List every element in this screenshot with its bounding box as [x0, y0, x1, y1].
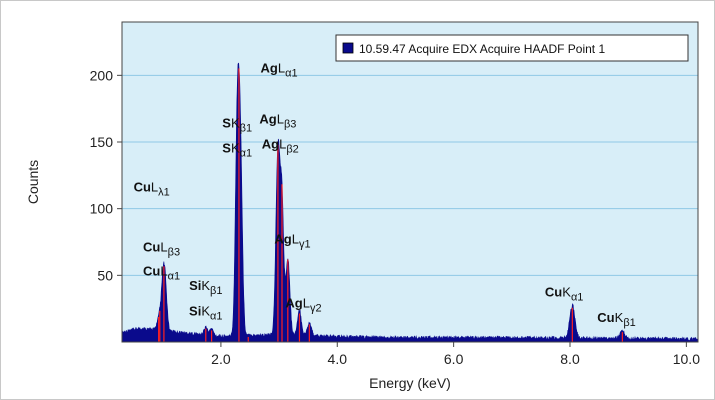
- x-axis-title: Energy (keV): [369, 375, 451, 391]
- y-axis: 50 100 150 200: [90, 67, 122, 283]
- annotation-ag-l-beta2: AgLβ2: [262, 137, 299, 156]
- peak-annotations: CuLλ1 CuLβ3 CuLα1 SiKβ1 SiKα1 SKβ1 SKα1 AgLα1 Ag…: [134, 61, 636, 329]
- x-tick-label: 4.0: [328, 351, 348, 367]
- annotation-cu-k-alpha1: CuKα1: [545, 285, 584, 304]
- annotation-s-k-beta1: SKβ1: [222, 115, 252, 134]
- spectrum-series: [121, 62, 699, 343]
- x-tick-label: 10.0: [673, 351, 700, 367]
- annotation-ag-l-gamma1: AgLγ1: [274, 231, 310, 250]
- x-tick-label: 8.0: [560, 351, 580, 367]
- legend-swatch: [342, 42, 354, 54]
- plot-area: [122, 22, 698, 342]
- y-tick-label: 100: [90, 201, 114, 217]
- peak-markers: [158, 68, 623, 342]
- plot-border: [121, 21, 699, 343]
- y-axis-title: Counts: [25, 160, 41, 204]
- annotation-s-k-alpha1: SKα1: [222, 141, 252, 160]
- annotation-cu-k-beta1: CuKβ1: [597, 310, 635, 329]
- annotation-ag-l-gamma2: AgLγ2: [285, 295, 321, 314]
- x-tick-label: 6.0: [444, 351, 464, 367]
- annotation-si-k-alpha1: SiKα1: [189, 303, 222, 322]
- annotation-ag-l-beta3: AgLβ3: [259, 111, 296, 130]
- annotation-ag-l-alpha1: AgLα1: [261, 61, 298, 80]
- x-axis: 2.0 4.0 6.0 8.0 10.0: [211, 342, 700, 367]
- legend-box: [335, 34, 689, 62]
- y-tick-label: 50: [97, 267, 113, 283]
- y-tick-label: 200: [90, 67, 114, 83]
- legend-label: 10.59.47 Acquire EDX Acquire HAADF Point…: [359, 42, 605, 56]
- annotation-si-k-beta1: SiKβ1: [189, 278, 222, 297]
- x-tick-label: 2.0: [211, 351, 231, 367]
- annotation-cu-l-beta3: CuLβ3: [143, 239, 180, 258]
- legend: 10.59.47 Acquire EDX Acquire HAADF Point…: [335, 34, 689, 62]
- spectrum-area: [121, 62, 699, 343]
- y-tick-label: 150: [90, 134, 114, 150]
- annotation-cu-l-lambda1: CuLλ1: [134, 179, 170, 198]
- annotation-cu-l-alpha1: CuLα1: [143, 263, 180, 282]
- grid-lines: [122, 74, 698, 276]
